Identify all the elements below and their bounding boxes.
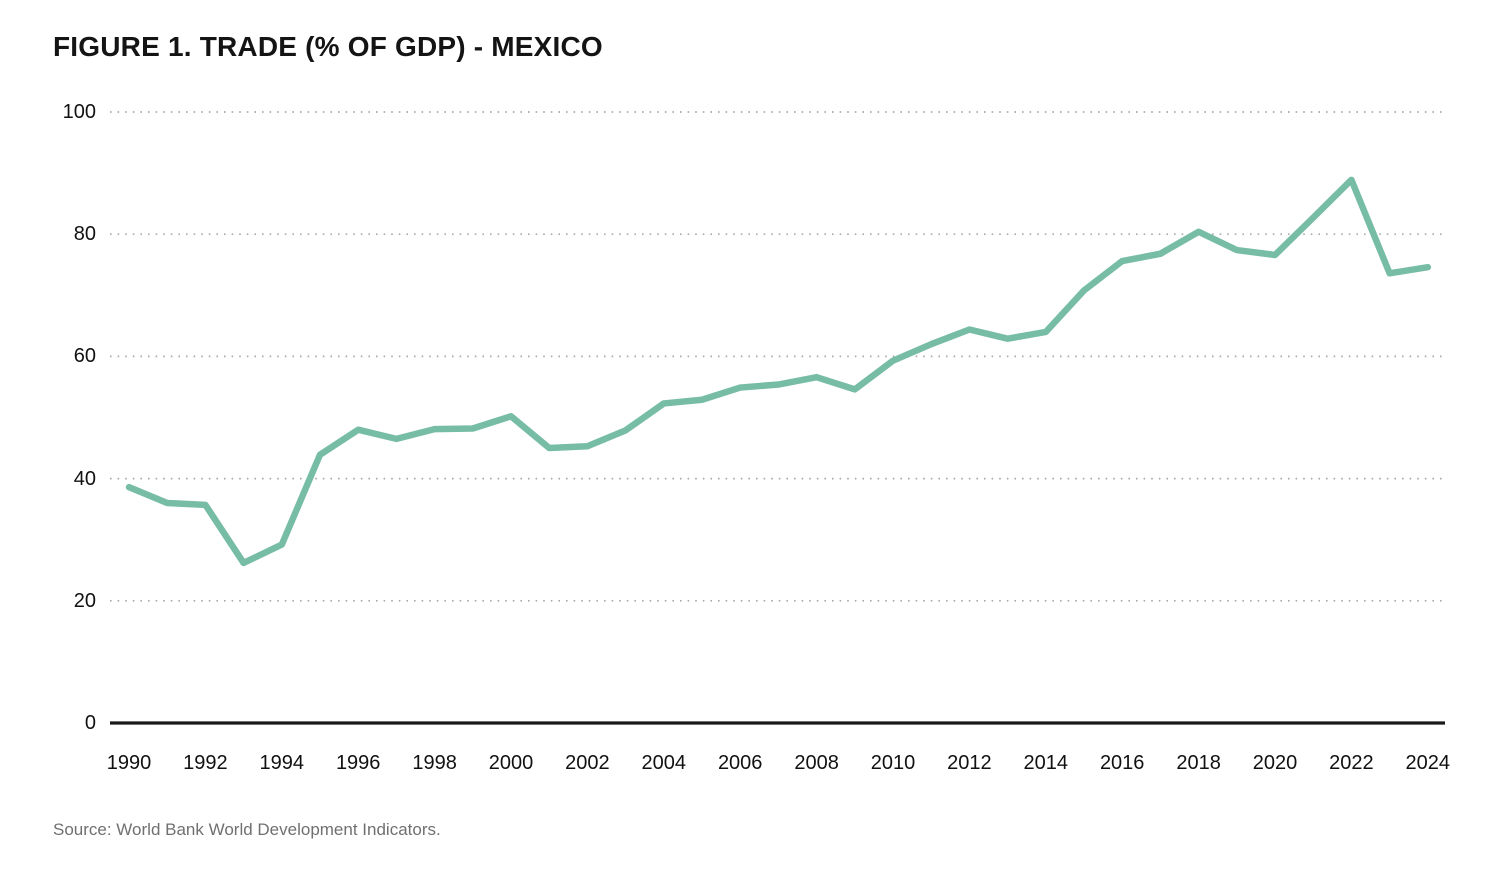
x-tick-label: 2022	[1329, 752, 1374, 774]
x-tick-label: 1998	[412, 752, 457, 774]
x-tick-label: 2014	[1023, 752, 1069, 774]
x-tick-label: 2000	[488, 752, 534, 774]
x-tick-label: 1996	[335, 752, 381, 774]
y-tick-label: 20	[73, 589, 96, 612]
y-tick-label: 40	[73, 467, 96, 490]
x-tick-label: 2012	[947, 752, 992, 774]
x-tick-label: 2006	[717, 752, 763, 774]
y-tick-label: 80	[73, 223, 96, 246]
x-tick-label: 2004	[641, 752, 687, 774]
y-tick-label: 0	[84, 712, 96, 734]
x-tick-label: 2020	[1252, 752, 1298, 774]
x-tick-label: 2016	[1099, 752, 1145, 774]
x-tick-label: 1992	[183, 752, 228, 774]
chart-title: FIGURE 1. TRADE (% OF GDP) - MEXICO	[53, 31, 603, 62]
x-tick-label: 2010	[870, 752, 916, 774]
x-tick-label: 2024	[1405, 752, 1451, 774]
trade-line-series	[125, 176, 1432, 567]
x-tick-label: 2018	[1176, 752, 1221, 774]
y-tick-label: 100	[62, 101, 96, 123]
x-tick-label: 1990	[106, 752, 152, 774]
x-tick-label: 2008	[794, 752, 839, 774]
y-tick-label: 60	[73, 345, 96, 368]
x-tick-label: 1994	[259, 752, 305, 774]
x-tick-label: 2002	[565, 752, 610, 774]
source-note: Source: World Bank World Development Ind…	[53, 820, 441, 839]
